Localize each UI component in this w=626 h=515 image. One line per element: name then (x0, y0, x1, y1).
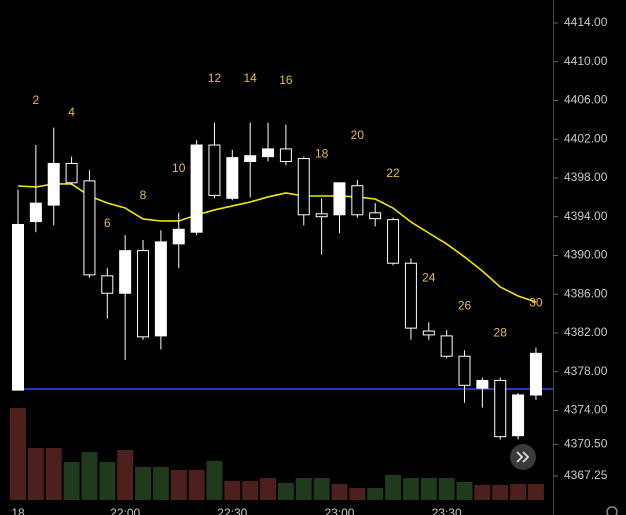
volume-bar (10, 408, 26, 500)
bar-number: 10 (172, 161, 186, 175)
bar-number: 2 (33, 93, 40, 107)
candle-body (244, 155, 257, 162)
bar-number: 12 (208, 71, 222, 85)
scroll-button[interactable] (510, 444, 536, 470)
x-tick-label: 22:00 (110, 506, 140, 515)
volume-bar (474, 485, 491, 500)
volume-bar (99, 462, 116, 500)
candle-body (369, 212, 382, 220)
volume-bar (170, 470, 187, 500)
volume-bar (313, 478, 330, 500)
x-tick-label: 23:30 (432, 506, 462, 515)
volume-bar (277, 483, 294, 500)
y-tick-label: 4394.00 (564, 209, 608, 223)
x-tick-label: 22:30 (217, 506, 247, 515)
candle-body (404, 262, 417, 329)
candle-body (422, 330, 435, 336)
bar-number: 20 (351, 128, 365, 142)
volume-bar (117, 450, 134, 500)
volume-bar (63, 462, 80, 500)
candle-body (494, 379, 507, 438)
volume-bar (242, 481, 259, 500)
settings-gear[interactable] (606, 506, 618, 515)
candle-body (351, 185, 364, 216)
volume-bar (260, 478, 277, 500)
volume-bar (295, 478, 312, 500)
bar-number: 8 (140, 188, 147, 202)
bar-number: 28 (494, 326, 508, 340)
bar-number: 22 (386, 166, 400, 180)
volume-bar (456, 482, 473, 500)
candle-body (279, 148, 292, 162)
candle-body (315, 213, 328, 218)
y-tick-label: 4386.00 (564, 286, 608, 300)
volume-bar (188, 470, 205, 500)
candle-body (458, 355, 471, 386)
candle-body (262, 148, 275, 158)
bar-number: 26 (458, 299, 472, 313)
y-tick-label: 4398.00 (564, 170, 608, 184)
volume-bar (206, 461, 223, 500)
y-tick-label: 4367.25 (564, 468, 608, 482)
candle-body (29, 202, 42, 223)
y-tick-label: 4378.00 (564, 364, 608, 378)
candle-body (440, 335, 453, 357)
scroll-button-icon (516, 451, 530, 463)
bar-number: 24 (422, 270, 436, 284)
y-tick-label: 4410.00 (564, 54, 608, 68)
y-tick-label: 4414.00 (564, 15, 608, 29)
bar-number: 14 (244, 71, 258, 85)
volume-bar (402, 478, 419, 500)
y-tick-label: 4402.00 (564, 131, 608, 145)
candle-body (190, 144, 203, 233)
x-tick-label: 23:00 (324, 506, 354, 515)
bar-number: 18 (315, 146, 329, 160)
volume-bar (385, 475, 402, 500)
volume-bar (81, 452, 98, 500)
volume-bar (224, 481, 241, 500)
volume-bar (438, 478, 455, 500)
volume-bar (492, 485, 509, 500)
bar-number: 30 (529, 296, 543, 310)
volume-bar (349, 488, 366, 500)
candle-body (47, 162, 60, 206)
y-tick-label: 4370.50 (564, 437, 608, 451)
volume-bar (527, 484, 544, 500)
volume-bar (27, 448, 44, 500)
y-tick-label: 4390.00 (564, 248, 608, 262)
candle-body (172, 228, 185, 245)
y-tick-label: 4406.00 (564, 93, 608, 107)
candle-body (387, 219, 400, 264)
volume-bar (510, 484, 527, 500)
candle-body (512, 394, 525, 437)
candle-body (154, 241, 167, 337)
candle-body (119, 250, 132, 294)
candle-body (101, 275, 114, 294)
candle-body (83, 180, 96, 276)
candle-body (529, 352, 542, 396)
candle-body (226, 157, 239, 199)
candle-body (333, 182, 346, 216)
bar-number: 16 (279, 73, 293, 87)
y-tick-label: 4374.00 (564, 403, 608, 417)
bar-number: 4 (68, 105, 75, 119)
candle-body (65, 162, 78, 184)
volume-bar (420, 478, 437, 500)
bar-number: 6 (104, 216, 111, 230)
volume-bar (135, 467, 152, 500)
y-tick-label: 4382.00 (564, 325, 608, 339)
candle-body (12, 223, 24, 391)
volume-bar (367, 488, 384, 500)
candle-body (137, 250, 150, 338)
moving-average (17, 183, 537, 303)
volume-bar (152, 467, 169, 500)
volume-bar (331, 484, 348, 500)
volume-bar (45, 448, 62, 500)
candle-body (208, 144, 221, 196)
candle-body (297, 158, 310, 216)
settings-icon[interactable] (606, 506, 618, 515)
candle-body (476, 379, 489, 389)
x-tick-label: 18 (11, 506, 25, 515)
